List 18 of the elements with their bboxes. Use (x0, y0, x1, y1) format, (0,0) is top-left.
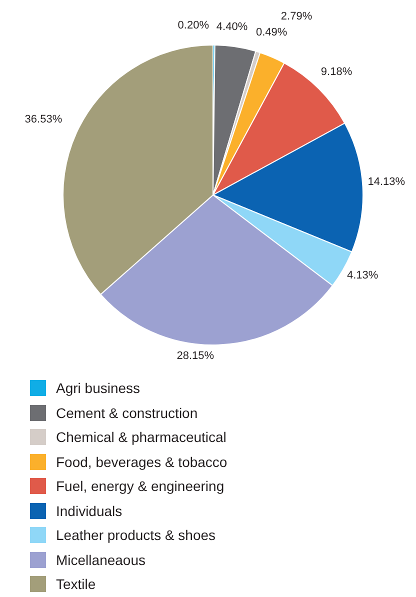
data-label: 9.18% (320, 66, 352, 78)
data-label: 4.40% (216, 21, 248, 34)
legend-label: Individuals (56, 502, 122, 519)
data-label: 0.20% (178, 19, 210, 32)
legend-label: Leather products & shoes (56, 527, 216, 544)
data-label: 2.79% (280, 10, 312, 22)
data-label: 28.15% (176, 350, 214, 362)
legend-label: Micellaneaous (56, 552, 146, 568)
data-label: 14.13% (368, 176, 406, 188)
data-label: 4.13% (346, 270, 378, 282)
data-label: 0.49% (256, 26, 288, 39)
legend-label: Chemical & pharmaceutical (56, 429, 226, 446)
legend-label: Textile (56, 576, 96, 592)
legend-label: Agri business (56, 380, 140, 396)
legend-label: Fuel, energy & engineering (56, 478, 224, 494)
legend-label: Cement & construction (56, 404, 198, 421)
legend-label: Food, beverages & tobacco (56, 454, 228, 470)
data-label: 36.53% (24, 114, 62, 126)
